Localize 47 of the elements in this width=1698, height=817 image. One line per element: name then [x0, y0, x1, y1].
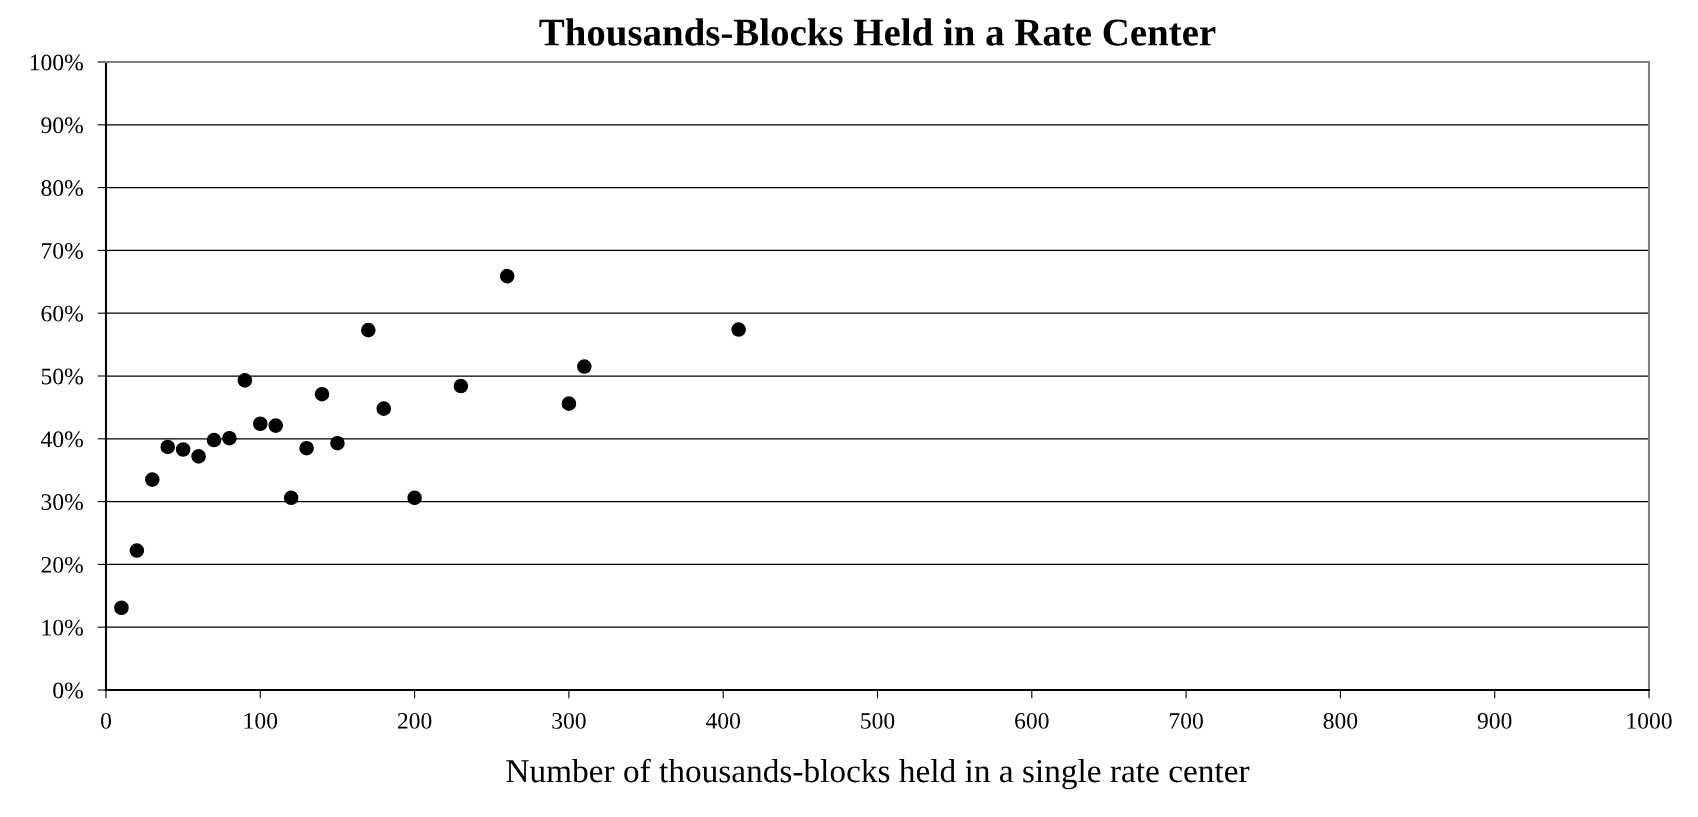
y-tick-label: 60% — [41, 305, 83, 322]
x-tick-label: 800 — [1323, 712, 1358, 729]
point — [330, 435, 345, 451]
x-tick-label: 600 — [1015, 712, 1049, 729]
point — [453, 378, 469, 394]
x-tick-label: 100 — [244, 712, 278, 729]
y-tick-label: 10% — [42, 619, 83, 636]
chart-title: Thousands-Blocks Held in a Rate Center — [539, 18, 1216, 46]
x-tick-label: 900 — [1477, 712, 1512, 729]
point — [268, 418, 284, 433]
point — [561, 396, 577, 411]
y-tick-label: 0% — [53, 682, 83, 699]
x-tick-label: 400 — [705, 712, 741, 729]
point — [499, 268, 515, 284]
point — [222, 430, 237, 446]
y-tick-label: 20% — [41, 556, 83, 573]
point — [407, 490, 422, 506]
x-tick-label: 200 — [397, 712, 432, 729]
point — [253, 416, 268, 432]
point — [237, 373, 253, 388]
point — [129, 543, 145, 558]
point — [283, 490, 299, 506]
point — [299, 440, 314, 456]
point — [191, 449, 206, 464]
point — [206, 432, 222, 448]
x-tick-label: 300 — [552, 712, 586, 729]
point — [314, 386, 330, 402]
x-tick-label: 0 — [101, 712, 111, 729]
x-axis-title: Number of thousands-blocks held in a single rate center — [506, 758, 1250, 790]
x-tick-label: 1000 — [1627, 712, 1672, 729]
x-tick-label: 500 — [861, 712, 895, 729]
point — [577, 359, 592, 374]
y-tick-label: 90% — [41, 117, 83, 134]
y-tick-label: 100% — [30, 54, 83, 71]
point — [376, 401, 392, 416]
y-tick-label: 80% — [41, 180, 83, 197]
point — [145, 472, 160, 487]
y-tick-label: 40% — [40, 431, 83, 448]
y-tick-label: 30% — [41, 494, 83, 511]
point — [731, 322, 746, 337]
point — [160, 439, 176, 455]
point — [175, 442, 191, 457]
y-tick-label: 50% — [41, 368, 83, 385]
point — [114, 600, 129, 616]
x-tick-label: 700 — [1169, 712, 1203, 729]
point — [361, 322, 376, 338]
y-tick-label: 70% — [42, 242, 83, 259]
